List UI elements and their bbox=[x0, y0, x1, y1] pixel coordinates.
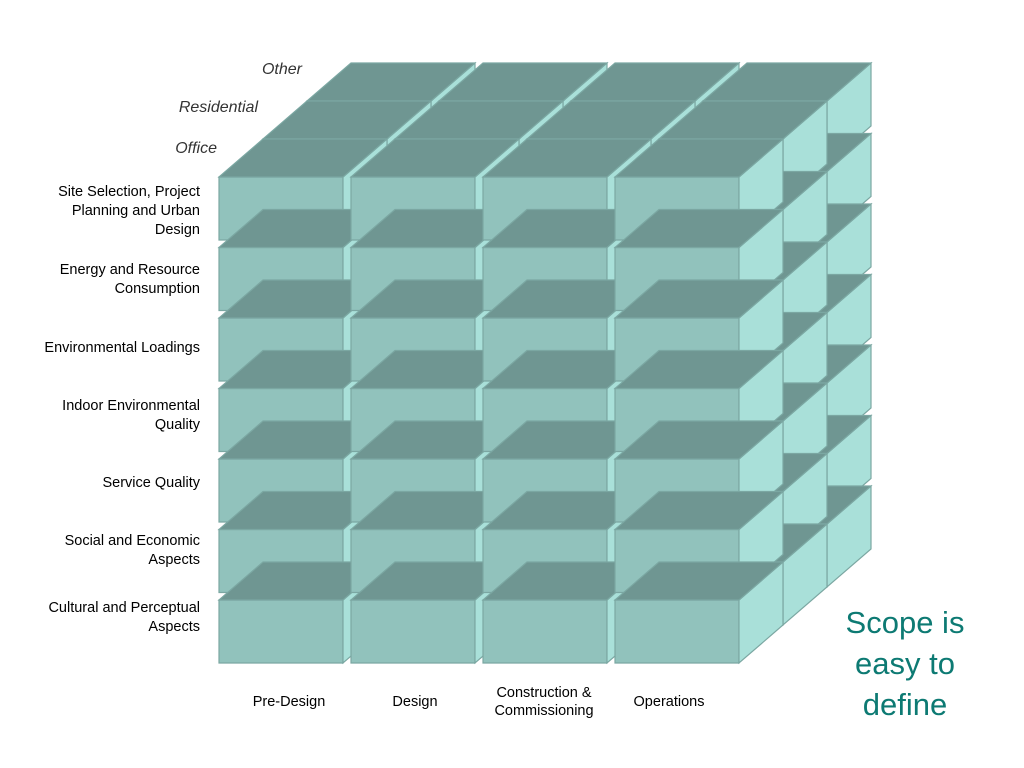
row-label-indoor-environmental-quality: Indoor Environmental Quality bbox=[62, 398, 200, 433]
block-top-face bbox=[349, 138, 521, 178]
row-label-site-selection: Site Selection, Project Planning and Urb… bbox=[58, 184, 200, 238]
block-front-face bbox=[350, 599, 476, 664]
block-top-face bbox=[481, 138, 653, 178]
block-top-face bbox=[613, 208, 785, 249]
block-front-face bbox=[614, 599, 740, 664]
depth-label-residential: Residential bbox=[178, 99, 258, 116]
row-label-social-economic: Social and Economic Aspects bbox=[64, 533, 200, 568]
block-front-face bbox=[218, 599, 344, 664]
row-label-environmental-loadings: Environmental Loadings bbox=[44, 340, 200, 356]
column-label-construction-commissioning: Construction & Commissioning bbox=[494, 685, 594, 719]
row-label-service-quality: Service Quality bbox=[102, 475, 200, 491]
cube-layer-0 bbox=[217, 137, 785, 665]
block-top-face bbox=[613, 490, 785, 531]
block-top-face bbox=[613, 561, 785, 601]
block-top-face bbox=[613, 349, 785, 390]
block-top-face bbox=[613, 279, 785, 319]
depth-label-other: Other bbox=[261, 61, 302, 78]
block-top-face bbox=[217, 138, 389, 178]
column-label-operations: Operations bbox=[633, 694, 705, 710]
block-front-face bbox=[482, 599, 608, 664]
row-label-energy-resource: Energy and Resource Consumption bbox=[59, 262, 200, 297]
scope-caption: Scope is easy to define bbox=[845, 605, 965, 722]
block-top-face bbox=[613, 138, 785, 178]
depth-label-office: Office bbox=[175, 140, 217, 157]
row-label-cultural-perceptual: Cultural and Perceptual Aspects bbox=[48, 600, 200, 635]
column-label-pre-design: Pre-Design bbox=[252, 694, 326, 710]
column-label-design: Design bbox=[392, 694, 438, 710]
block-top-face bbox=[613, 420, 785, 460]
